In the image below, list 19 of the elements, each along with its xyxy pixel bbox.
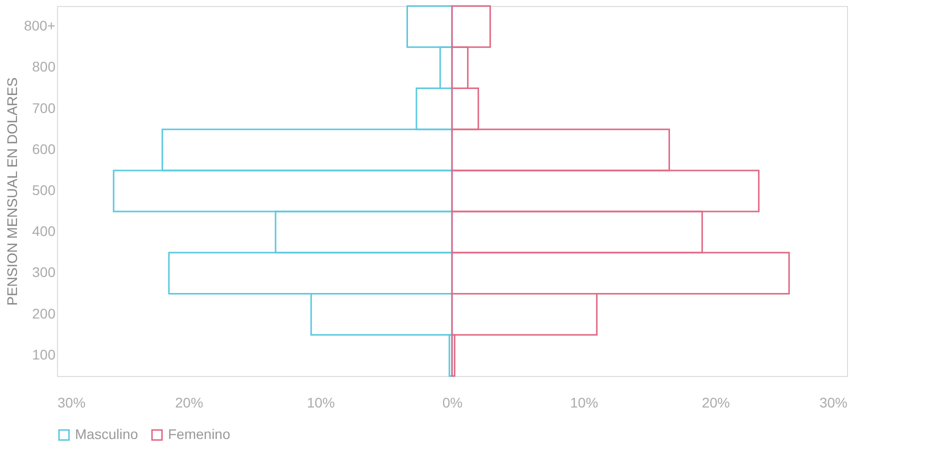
y-tick-label: 300 bbox=[32, 264, 56, 280]
y-axis-title: PENSION MENSUAL EN DOLARES bbox=[4, 77, 20, 306]
y-tick-label: 100 bbox=[32, 346, 56, 362]
x-tick-label: 20% bbox=[702, 394, 730, 410]
y-tick-label: 500 bbox=[32, 182, 56, 198]
x-tick-label: 10% bbox=[306, 394, 335, 410]
x-tick-label: 30% bbox=[58, 394, 86, 410]
y-tick-label: 700 bbox=[32, 100, 56, 116]
x-tick-label: 20% bbox=[175, 394, 204, 410]
y-tick-label: 200 bbox=[32, 305, 56, 322]
x-tick-label: 0% bbox=[442, 394, 463, 410]
y-tick-label: 800 bbox=[32, 58, 56, 75]
y-tick-label: 800+ bbox=[24, 18, 56, 34]
x-tick-label: 10% bbox=[570, 394, 598, 410]
x-tick-label: 30% bbox=[819, 394, 848, 410]
legend-label: Masculino bbox=[75, 426, 138, 442]
y-tick-label: 600 bbox=[32, 140, 56, 157]
y-tick-label: 400 bbox=[32, 223, 56, 240]
legend-label: Femenino bbox=[168, 426, 230, 442]
